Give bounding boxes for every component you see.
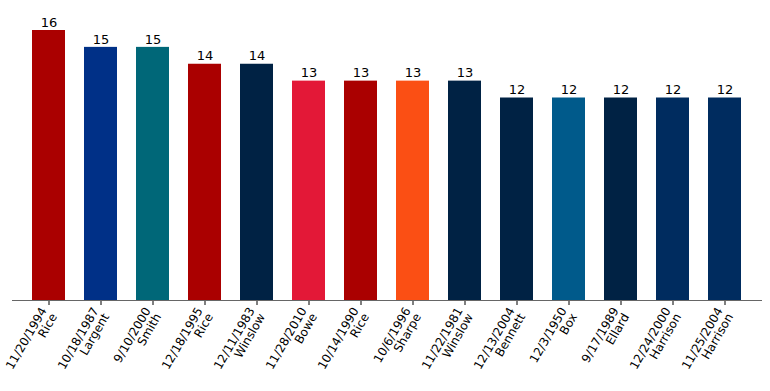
- svg-text:15: 15: [93, 32, 110, 47]
- svg-text:9/17/1989Ellard: 9/17/1989Ellard: [579, 305, 632, 371]
- svg-text:12: 12: [717, 82, 734, 97]
- svg-text:13: 13: [457, 65, 474, 80]
- svg-text:13: 13: [353, 65, 370, 80]
- svg-text:16: 16: [41, 15, 58, 30]
- svg-text:10/6/1996Sharpe: 10/6/1996Sharpe: [371, 305, 424, 371]
- svg-text:11/25/2004Harrison: 11/25/2004Harrison: [679, 305, 736, 378]
- svg-text:14: 14: [197, 48, 214, 63]
- svg-text:11/20/1994Rice: 11/20/1994Rice: [3, 305, 60, 378]
- svg-text:9/10/2000Smith: 9/10/2000Smith: [111, 305, 164, 371]
- svg-text:11/22/1981Winslow: 11/22/1981Winslow: [419, 305, 476, 378]
- svg-text:13: 13: [301, 65, 318, 80]
- svg-text:12: 12: [509, 82, 526, 97]
- svg-text:12/18/1995Rice: 12/18/1995Rice: [159, 305, 216, 378]
- svg-text:12: 12: [665, 82, 682, 97]
- svg-text:12/24/2000Harrison: 12/24/2000Harrison: [627, 305, 684, 378]
- svg-text:10/14/1990Rice: 10/14/1990Rice: [315, 305, 372, 378]
- svg-text:11/28/2010Bowe: 11/28/2010Bowe: [263, 305, 320, 378]
- svg-text:14: 14: [249, 48, 266, 63]
- svg-text:13: 13: [405, 65, 422, 80]
- svg-text:12/11/1983Winslow: 12/11/1983Winslow: [211, 305, 268, 378]
- svg-text:12/13/2004Bennett: 12/13/2004Bennett: [471, 305, 528, 378]
- svg-text:10/18/1987Largent: 10/18/1987Largent: [55, 305, 112, 378]
- svg-text:15: 15: [145, 32, 162, 47]
- svg-text:12: 12: [613, 82, 630, 97]
- svg-text:12/3/1950Box: 12/3/1950Box: [527, 305, 580, 371]
- svg-text:12: 12: [561, 82, 578, 97]
